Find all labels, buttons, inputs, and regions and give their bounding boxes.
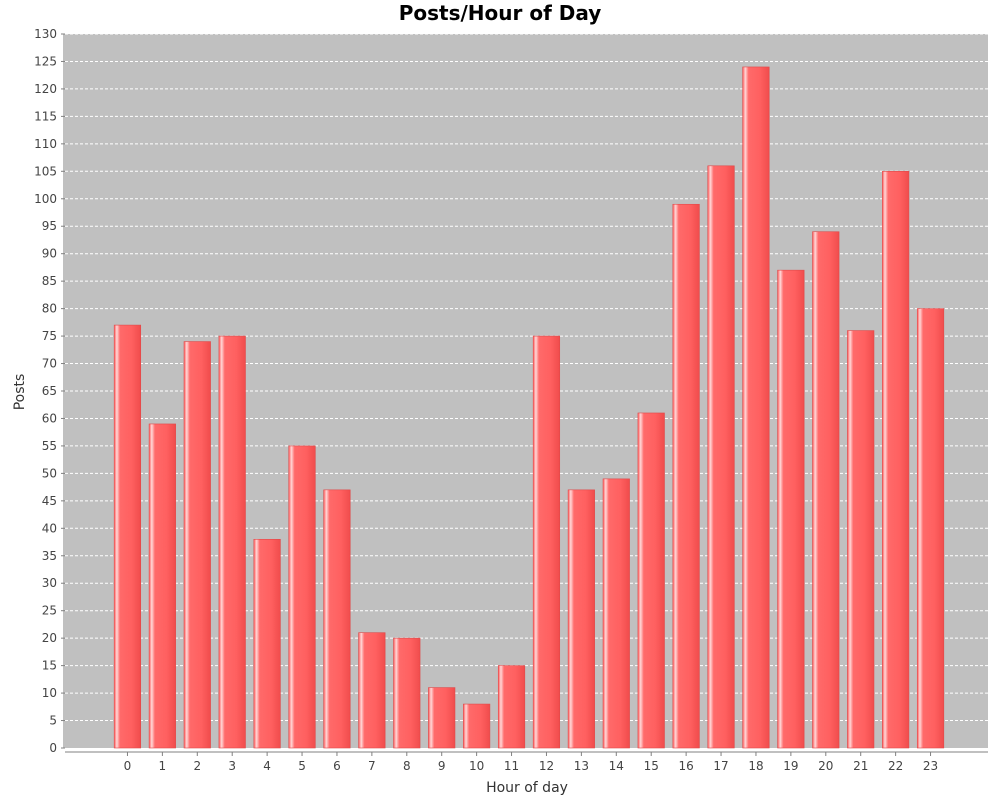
y-tick-label-115: 115 <box>34 109 57 123</box>
bar-17 <box>707 165 735 749</box>
tick-labels: 0510152025303540455055606570758085909510… <box>34 27 938 773</box>
bar-22 <box>882 171 910 749</box>
bar-3 <box>218 335 246 749</box>
x-tick-label-22: 22 <box>888 759 903 773</box>
bar-15 <box>637 412 665 749</box>
bar-7 <box>358 632 386 749</box>
x-tick-label-8: 8 <box>403 759 411 773</box>
bar-21 <box>847 330 875 749</box>
y-axis-title: Posts <box>12 374 28 411</box>
y-tick-label-5: 5 <box>49 714 57 728</box>
x-tick-label-4: 4 <box>263 759 271 773</box>
bar-0 <box>113 324 142 749</box>
y-tick-label-95: 95 <box>42 219 57 233</box>
y-tick-label-70: 70 <box>42 357 57 371</box>
bar-16 <box>672 203 700 749</box>
bar-1 <box>148 423 176 749</box>
y-tick-label-60: 60 <box>42 411 57 425</box>
y-tick-label-75: 75 <box>42 329 57 343</box>
x-tick-label-0: 0 <box>124 759 132 773</box>
bar-18 <box>742 66 770 749</box>
y-tick-label-80: 80 <box>42 302 57 316</box>
y-tick-label-65: 65 <box>42 384 57 398</box>
x-tick-label-2: 2 <box>193 759 201 773</box>
y-tick-label-45: 45 <box>42 494 57 508</box>
x-tick-label-6: 6 <box>333 759 341 773</box>
y-tick-label-85: 85 <box>42 274 57 288</box>
y-tick-label-20: 20 <box>42 631 57 645</box>
bars <box>113 66 945 749</box>
y-tick-label-25: 25 <box>42 604 57 618</box>
y-tick-label-15: 15 <box>42 659 57 673</box>
bar-5 <box>288 445 316 749</box>
y-tick-label-100: 100 <box>34 192 57 206</box>
x-tick-label-18: 18 <box>748 759 763 773</box>
y-tick-label-55: 55 <box>42 439 57 453</box>
x-tick-label-17: 17 <box>713 759 728 773</box>
x-tick-label-5: 5 <box>298 759 306 773</box>
y-tick-label-10: 10 <box>42 686 57 700</box>
x-tick-label-20: 20 <box>818 759 833 773</box>
x-tick-label-11: 11 <box>504 759 519 773</box>
bar-9 <box>428 687 456 749</box>
x-tick-label-15: 15 <box>644 759 659 773</box>
bar-2 <box>183 341 211 749</box>
y-tick-label-35: 35 <box>42 549 57 563</box>
bar-14 <box>602 478 630 749</box>
x-tick-label-13: 13 <box>574 759 589 773</box>
bar-23 <box>916 308 945 749</box>
y-tick-label-130: 130 <box>34 27 57 41</box>
y-tick-label-50: 50 <box>42 466 57 480</box>
y-tick-label-120: 120 <box>34 82 57 96</box>
bar-20 <box>812 231 840 749</box>
x-axis-title: Hour of day <box>486 780 568 796</box>
x-tick-label-21: 21 <box>853 759 868 773</box>
x-tick-label-7: 7 <box>368 759 376 773</box>
x-tick-label-12: 12 <box>539 759 554 773</box>
bar-11 <box>497 665 526 749</box>
bar-4 <box>253 538 281 749</box>
y-tick-label-125: 125 <box>34 54 57 68</box>
bar-6 <box>323 489 351 749</box>
gridlines <box>65 33 988 722</box>
bar-12 <box>532 335 561 749</box>
y-tick-label-30: 30 <box>42 576 57 590</box>
y-tick-label-110: 110 <box>34 137 57 151</box>
x-tick-label-14: 14 <box>609 759 624 773</box>
x-tick-label-9: 9 <box>438 759 446 773</box>
bar-19 <box>777 269 805 749</box>
bar-13 <box>567 489 595 749</box>
bar-10 <box>463 703 491 749</box>
x-tick-label-19: 19 <box>783 759 798 773</box>
bar-8 <box>393 637 421 749</box>
x-tick-label-16: 16 <box>678 759 693 773</box>
chart-title: Posts/Hour of Day <box>399 1 602 25</box>
y-tick-label-0: 0 <box>49 741 57 755</box>
x-tick-label-10: 10 <box>469 759 484 773</box>
x-tick-label-23: 23 <box>923 759 938 773</box>
y-tick-label-40: 40 <box>42 521 57 535</box>
x-tick-label-1: 1 <box>159 759 167 773</box>
y-tick-label-105: 105 <box>34 164 57 178</box>
x-tick-label-3: 3 <box>228 759 236 773</box>
y-tick-label-90: 90 <box>42 247 57 261</box>
